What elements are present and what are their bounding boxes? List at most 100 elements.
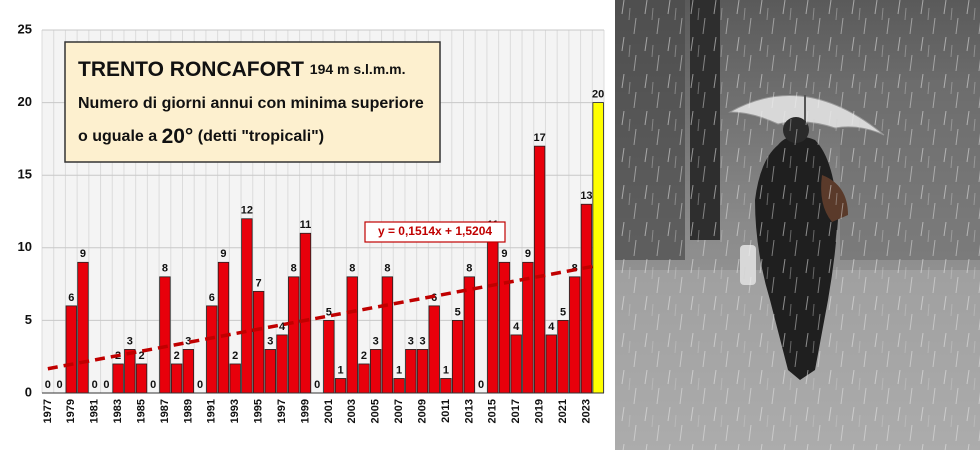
y-tick-label: 25 <box>18 21 32 36</box>
data-label: 0 <box>45 379 51 391</box>
data-label: 9 <box>80 248 86 260</box>
data-label: 5 <box>560 306 566 318</box>
x-tick-label: 2023 <box>580 399 592 423</box>
bar <box>463 276 476 394</box>
y-tick-label: 15 <box>18 167 32 182</box>
y-tick-label: 20 <box>18 94 32 109</box>
bar <box>580 203 593 394</box>
data-label: 8 <box>291 263 297 275</box>
trend-label-box <box>364 221 506 243</box>
x-tick-label: 1979 <box>65 399 77 423</box>
data-label: 13 <box>580 190 592 202</box>
x-tick-label: 2007 <box>393 399 405 423</box>
plot-area: 0510152025019770619799019810219833219850… <box>18 21 605 423</box>
data-label: 8 <box>349 263 355 275</box>
data-label: 1 <box>338 364 344 376</box>
bar <box>217 261 230 394</box>
data-label: 20 <box>592 89 604 101</box>
data-label: 9 <box>220 248 226 260</box>
bar <box>241 218 253 394</box>
bar <box>346 276 358 394</box>
bar <box>65 305 77 394</box>
bar <box>170 363 183 394</box>
x-tick-label: 1993 <box>229 399 241 423</box>
data-label: 17 <box>533 132 545 144</box>
x-tick-label: 2001 <box>323 399 335 423</box>
subtitle-emphasis: 20° <box>162 125 194 148</box>
data-label: 8 <box>384 263 390 275</box>
x-tick-label: 2013 <box>463 399 475 423</box>
subtitle-line: o uguale a 20° (detti "tropicali") <box>78 125 324 148</box>
bar <box>522 261 534 394</box>
data-label: 4 <box>513 321 520 333</box>
data-label: 3 <box>408 335 414 347</box>
bar <box>288 276 300 394</box>
bar <box>487 232 499 394</box>
data-label: 0 <box>314 379 320 391</box>
bar <box>159 276 171 394</box>
bar <box>112 363 124 394</box>
data-label: 7 <box>256 277 262 289</box>
bar <box>405 349 417 394</box>
x-tick-label: 2015 <box>487 399 499 423</box>
bar <box>124 349 136 394</box>
bar <box>334 378 347 394</box>
y-tick-label: 5 <box>25 312 32 327</box>
subtitle-part: (detti "tropicali") <box>198 128 324 145</box>
bar <box>323 319 335 394</box>
data-label: 4 <box>548 321 555 333</box>
data-label: 0 <box>92 379 98 391</box>
x-tick-label: 1977 <box>42 399 54 423</box>
data-label: 0 <box>103 379 109 391</box>
data-label: 11 <box>300 219 312 231</box>
chart-title: TRENTO RONCAFORT <box>78 58 304 81</box>
bar <box>252 290 265 394</box>
x-tick-label: 2011 <box>440 399 452 423</box>
x-tick-label: 1999 <box>299 399 311 423</box>
x-tick-label: 1991 <box>206 399 218 423</box>
data-label: 5 <box>326 306 332 318</box>
bar <box>451 319 464 394</box>
data-label: 2 <box>361 350 367 362</box>
bar <box>592 102 604 394</box>
x-tick-label: 1985 <box>135 399 147 423</box>
bar <box>182 349 195 394</box>
trend-line <box>47 263 599 371</box>
bar <box>440 378 452 394</box>
bar <box>569 276 581 394</box>
x-tick-label: 2005 <box>370 399 382 423</box>
x-tick-label: 2009 <box>416 399 428 423</box>
bar <box>381 276 394 394</box>
data-label: 3 <box>373 335 379 347</box>
bar <box>276 334 288 394</box>
bar <box>428 305 440 394</box>
data-label: 2 <box>174 350 180 362</box>
x-tick-label: 1987 <box>159 399 171 423</box>
y-tick-label: 0 <box>25 384 32 399</box>
data-label: 6 <box>209 292 215 304</box>
bar <box>206 305 218 394</box>
bar <box>416 349 429 394</box>
y-tick-label: 10 <box>18 239 32 254</box>
data-label: 1 <box>443 364 449 376</box>
data-label: 9 <box>525 248 531 260</box>
bar <box>393 378 405 394</box>
data-label: 8 <box>162 263 168 275</box>
trend-label: y = 0,1514x + 1,5204 <box>378 224 492 238</box>
bar <box>370 349 382 394</box>
elevation: 194 m s.l.m.m. <box>310 61 406 77</box>
rain-photo <box>615 0 980 450</box>
bar <box>557 319 569 394</box>
x-tick-label: 1995 <box>253 399 265 423</box>
data-label: 6 <box>68 292 74 304</box>
bar <box>264 349 276 394</box>
data-label: 2 <box>138 350 144 362</box>
data-label: 3 <box>267 335 273 347</box>
bar <box>533 145 546 394</box>
data-label: 4 <box>279 321 286 333</box>
bar <box>77 261 89 394</box>
bar <box>135 363 148 394</box>
data-label: 5 <box>455 306 461 318</box>
x-tick-label: 2021 <box>557 399 569 423</box>
